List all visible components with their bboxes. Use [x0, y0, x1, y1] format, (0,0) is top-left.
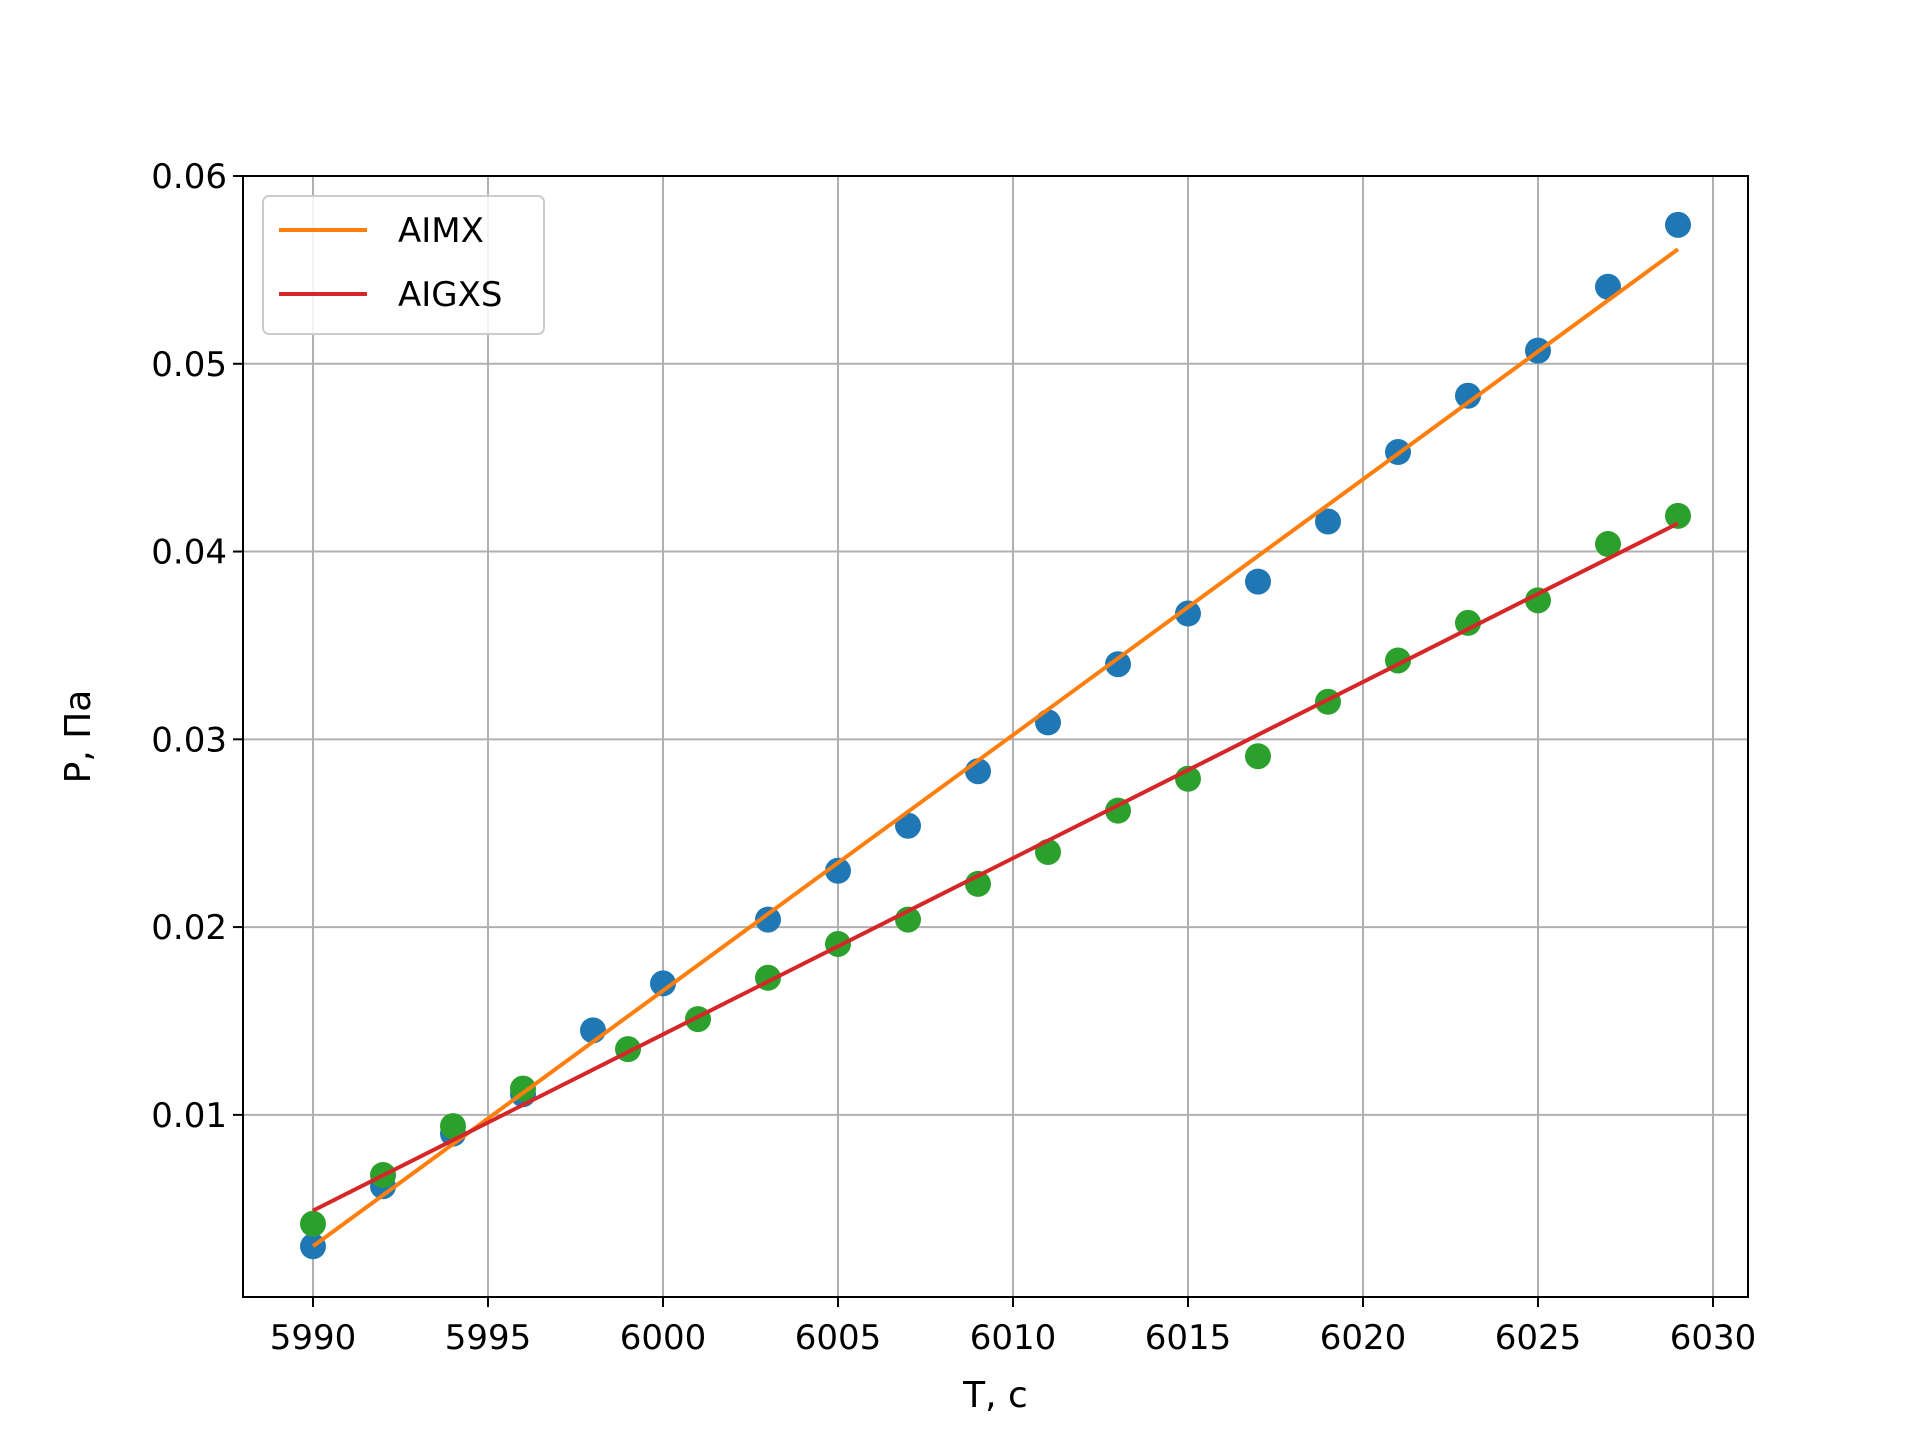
scatter-point: [510, 1075, 536, 1102]
x-tick-label: 6005: [795, 1318, 882, 1358]
y-tick-label: 0.03: [151, 720, 227, 760]
scatter-point: [1105, 651, 1131, 678]
plot-frame: [242, 175, 1749, 1298]
y-axis-label: P, Па: [58, 690, 99, 784]
scatter-point: [1595, 531, 1621, 558]
scatter-point: [1455, 609, 1481, 636]
scatter-point: [300, 1210, 326, 1237]
scatter-point: [440, 1113, 466, 1140]
y-tick-label: 0.06: [151, 157, 227, 197]
scatter-point: [1245, 743, 1271, 770]
scatter-point: [755, 906, 781, 933]
series-layer: [300, 211, 1691, 1260]
x-tick-label: 6020: [1320, 1318, 1407, 1358]
fit-line-aigxs: [312, 521, 1679, 1213]
scatter-point: [1175, 600, 1201, 627]
legend: AIMX AIGXS: [262, 195, 545, 335]
scatter-point: [1665, 502, 1691, 529]
x-tick-label: 6010: [970, 1318, 1057, 1358]
ticks: 5990 5995 6000 6005 6010 6015 6020 6025 6030 0.01…: [151, 157, 1756, 1358]
scatter-point: [650, 970, 676, 997]
y-tick-label: 0.05: [151, 345, 227, 385]
x-axis-label: T, c: [962, 1375, 1028, 1416]
scatter-series: [300, 502, 1691, 1237]
scatter-point: [1525, 587, 1551, 614]
x-tick-label: 6015: [1145, 1318, 1232, 1358]
scatter-point: [825, 857, 851, 884]
scatter-point: [1315, 508, 1341, 535]
legend-label: AIGXS: [398, 275, 503, 315]
scatter-point: [1245, 568, 1271, 595]
scatter-point: [1665, 211, 1691, 238]
scatter-point: [1455, 382, 1481, 409]
x-tick-label: 6030: [1670, 1318, 1757, 1358]
x-tick-label: 5990: [270, 1318, 357, 1358]
scatter-point: [1035, 709, 1061, 736]
scatter-point: [1035, 838, 1061, 865]
legend-label: AIMX: [398, 211, 484, 251]
y-tick-label: 0.02: [151, 908, 227, 948]
scatter-point: [895, 812, 921, 839]
x-tick-label: 6025: [1495, 1318, 1582, 1358]
fit-line-aimx: [311, 247, 1680, 1248]
x-tick-label: 6000: [620, 1318, 707, 1358]
y-tick-label: 0.04: [151, 533, 227, 573]
x-tick-label: 5995: [445, 1318, 532, 1358]
y-tick-label: 0.01: [151, 1096, 227, 1136]
